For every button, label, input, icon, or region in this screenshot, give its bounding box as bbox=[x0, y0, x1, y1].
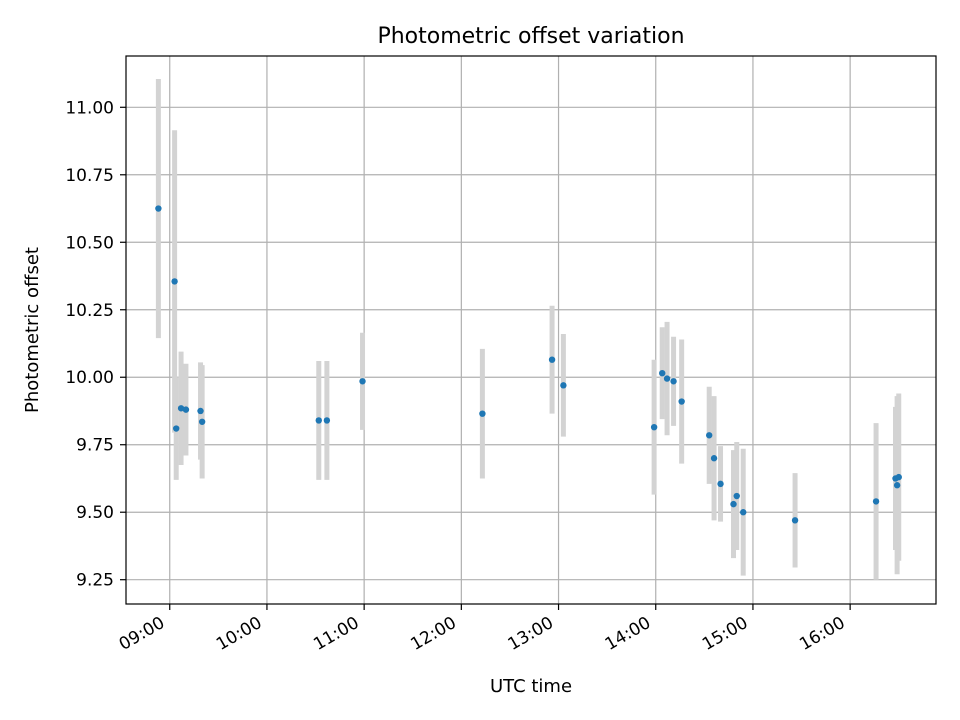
data-point bbox=[710, 455, 718, 462]
x-tick-label: 09:00 bbox=[116, 613, 168, 655]
data-point bbox=[359, 378, 366, 385]
data-point bbox=[479, 410, 486, 417]
data-point bbox=[177, 405, 185, 412]
data-point bbox=[182, 406, 190, 413]
data-point bbox=[663, 375, 671, 382]
data-point bbox=[706, 432, 713, 439]
grid-layer bbox=[126, 56, 936, 604]
data-point bbox=[659, 369, 666, 377]
y-tick-label: 10.75 bbox=[65, 166, 114, 186]
x-tick-label: 14:00 bbox=[602, 613, 654, 655]
x-tick-label: 12:00 bbox=[407, 613, 459, 655]
x-tick-label: 16:00 bbox=[796, 613, 848, 655]
data-point bbox=[315, 417, 322, 424]
data-point bbox=[198, 418, 206, 425]
data-point bbox=[895, 473, 902, 481]
chart-title: Photometric offset variation bbox=[377, 24, 684, 49]
y-axis-label: Photometric offset bbox=[22, 247, 43, 413]
data-point bbox=[670, 378, 677, 385]
y-tick-label: 10.50 bbox=[65, 233, 114, 253]
data-point bbox=[548, 356, 556, 363]
data-point bbox=[733, 492, 740, 500]
x-tick-label: 15:00 bbox=[699, 613, 751, 655]
data-point bbox=[730, 500, 737, 508]
data-point bbox=[678, 398, 685, 405]
y-tick-label: 9.75 bbox=[76, 436, 114, 456]
data-point bbox=[197, 407, 204, 415]
data-point bbox=[650, 423, 658, 431]
y-tick-label: 9.25 bbox=[76, 571, 114, 591]
data-point bbox=[323, 417, 331, 424]
y-tick-label: 11.00 bbox=[65, 98, 114, 118]
y-tick-label: 10.00 bbox=[65, 368, 114, 388]
data-point bbox=[893, 482, 901, 489]
data-point bbox=[171, 278, 178, 285]
x-tick-label: 10:00 bbox=[213, 613, 265, 655]
y-tick-label: 10.25 bbox=[65, 301, 114, 321]
data-point bbox=[872, 498, 880, 505]
point-layer bbox=[155, 205, 902, 524]
data-point bbox=[560, 382, 567, 389]
data-point bbox=[740, 509, 747, 516]
data-point bbox=[791, 517, 799, 524]
errorbar-layer bbox=[155, 78, 902, 580]
x-axis-label: UTC time bbox=[490, 676, 572, 697]
data-point bbox=[173, 425, 180, 432]
x-tick-label: 13:00 bbox=[505, 613, 557, 655]
y-tick-label: 9.50 bbox=[76, 503, 114, 523]
plot-frame bbox=[125, 55, 937, 605]
data-point bbox=[155, 205, 162, 212]
data-point bbox=[717, 480, 724, 488]
x-tick-label: 11:00 bbox=[310, 613, 362, 655]
